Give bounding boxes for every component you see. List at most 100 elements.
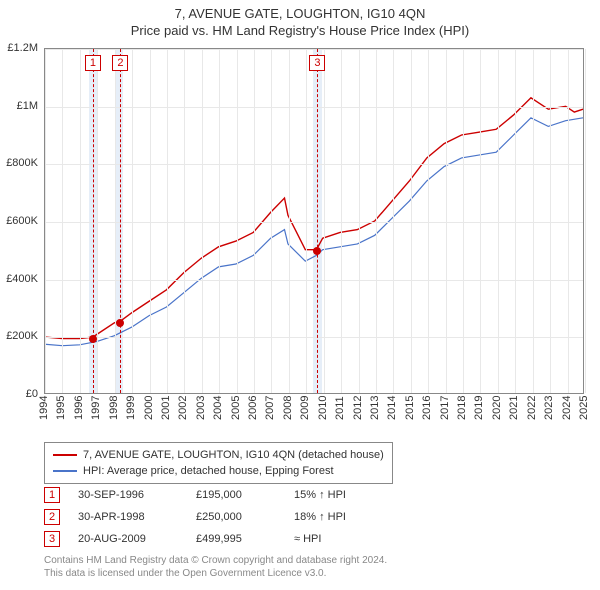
x-gridline xyxy=(45,49,46,393)
x-tick-label: 2021 xyxy=(508,396,520,420)
x-gridline xyxy=(115,49,116,393)
x-gridline xyxy=(289,49,290,393)
transaction-date: 30-APR-1998 xyxy=(78,511,178,523)
series-hpi xyxy=(45,118,583,346)
x-tick-label: 2008 xyxy=(282,396,294,420)
y-tick-label: £200K xyxy=(6,330,38,342)
x-tick-label: 1999 xyxy=(125,396,137,420)
plot-area: 123 xyxy=(44,48,584,394)
x-gridline xyxy=(411,49,412,393)
x-tick-label: 2012 xyxy=(352,396,364,420)
x-axis-labels: 1994199519961997199819992000200120022003… xyxy=(44,398,584,438)
transaction-row-marker: 1 xyxy=(44,487,60,503)
x-tick-label: 2007 xyxy=(264,396,276,420)
y-tick-label: £1.2M xyxy=(7,42,38,54)
transaction-marker: 2 xyxy=(112,55,128,71)
x-gridline xyxy=(132,49,133,393)
x-tick-label: 2015 xyxy=(404,396,416,420)
x-tick-label: 2016 xyxy=(421,396,433,420)
x-gridline xyxy=(446,49,447,393)
y-tick-label: £800K xyxy=(6,157,38,169)
y-gridline xyxy=(45,222,583,223)
x-tick-label: 2022 xyxy=(526,396,538,420)
titles: 7, AVENUE GATE, LOUGHTON, IG10 4QN Price… xyxy=(0,0,600,42)
x-tick-label: 2019 xyxy=(473,396,485,420)
y-gridline xyxy=(45,107,583,108)
x-tick-label: 1998 xyxy=(108,396,120,420)
transaction-date: 20-AUG-2009 xyxy=(78,533,178,545)
transaction-row: 230-APR-1998£250,00018% ↑ HPI xyxy=(44,506,374,528)
footer-line2: This data is licensed under the Open Gov… xyxy=(44,567,584,580)
transaction-dashline xyxy=(120,49,121,393)
y-gridline xyxy=(45,49,583,50)
x-tick-label: 2010 xyxy=(317,396,329,420)
legend-swatch xyxy=(53,470,77,472)
x-tick-label: 2002 xyxy=(177,396,189,420)
line-series-svg xyxy=(45,49,583,393)
footer-line1: Contains HM Land Registry data © Crown c… xyxy=(44,554,584,567)
title-subtitle: Price paid vs. HM Land Registry's House … xyxy=(0,23,600,38)
x-gridline xyxy=(306,49,307,393)
x-tick-label: 2025 xyxy=(578,396,590,420)
transaction-diff: 15% ↑ HPI xyxy=(294,489,374,501)
x-gridline xyxy=(324,49,325,393)
series-price_paid xyxy=(45,98,583,339)
x-gridline xyxy=(568,49,569,393)
footer-attribution: Contains HM Land Registry data © Crown c… xyxy=(44,554,584,580)
transaction-marker: 3 xyxy=(309,55,325,71)
x-gridline xyxy=(237,49,238,393)
transaction-price: £195,000 xyxy=(196,489,276,501)
y-gridline xyxy=(45,164,583,165)
x-tick-label: 1996 xyxy=(73,396,85,420)
x-gridline xyxy=(254,49,255,393)
chart-container: 7, AVENUE GATE, LOUGHTON, IG10 4QN Price… xyxy=(0,0,600,590)
legend-item: 7, AVENUE GATE, LOUGHTON, IG10 4QN (deta… xyxy=(53,447,384,463)
x-gridline xyxy=(480,49,481,393)
y-tick-label: £600K xyxy=(6,215,38,227)
x-gridline xyxy=(219,49,220,393)
legend-item: HPI: Average price, detached house, Eppi… xyxy=(53,463,384,479)
transaction-row: 3 20-AUG-2009 £499,995 ≈ HPI xyxy=(44,528,374,550)
transaction-diff: ≈ HPI xyxy=(294,533,374,545)
x-gridline xyxy=(271,49,272,393)
x-tick-label: 2009 xyxy=(299,396,311,420)
y-gridline xyxy=(45,280,583,281)
y-axis-labels: £0£200K£400K£600K£800K£1M£1.2M xyxy=(0,48,40,394)
x-tick-label: 2017 xyxy=(439,396,451,420)
legend-label: HPI: Average price, detached house, Eppi… xyxy=(83,465,334,477)
x-gridline xyxy=(184,49,185,393)
transaction-diff: 18% ↑ HPI xyxy=(294,511,374,523)
x-gridline xyxy=(62,49,63,393)
x-gridline xyxy=(428,49,429,393)
title-address: 7, AVENUE GATE, LOUGHTON, IG10 4QN xyxy=(0,6,600,21)
x-gridline xyxy=(393,49,394,393)
x-gridline xyxy=(80,49,81,393)
x-gridline xyxy=(550,49,551,393)
transaction-price: £499,995 xyxy=(196,533,276,545)
legend: 7, AVENUE GATE, LOUGHTON, IG10 4QN (deta… xyxy=(44,442,393,484)
x-gridline xyxy=(515,49,516,393)
x-gridline xyxy=(167,49,168,393)
x-tick-label: 2014 xyxy=(386,396,398,420)
x-tick-label: 2005 xyxy=(230,396,242,420)
x-gridline xyxy=(341,49,342,393)
x-tick-label: 2001 xyxy=(160,396,172,420)
transaction-row-marker: 3 xyxy=(44,531,60,547)
x-tick-label: 1994 xyxy=(38,396,50,420)
x-gridline xyxy=(97,49,98,393)
y-tick-label: £400K xyxy=(6,273,38,285)
y-tick-label: £1M xyxy=(17,100,38,112)
transaction-dashline xyxy=(317,49,318,393)
transaction-table: 130-SEP-1996£195,00015% ↑ HPI230-APR-199… xyxy=(44,484,374,550)
x-tick-label: 2003 xyxy=(195,396,207,420)
x-tick-label: 2006 xyxy=(247,396,259,420)
y-tick-label: £0 xyxy=(26,388,38,400)
x-gridline xyxy=(498,49,499,393)
x-gridline xyxy=(463,49,464,393)
transaction-point xyxy=(89,335,97,343)
transaction-row-marker: 2 xyxy=(44,509,60,525)
x-tick-label: 2011 xyxy=(334,396,346,420)
x-gridline xyxy=(585,49,586,393)
x-tick-label: 2004 xyxy=(212,396,224,420)
x-tick-label: 2020 xyxy=(491,396,503,420)
